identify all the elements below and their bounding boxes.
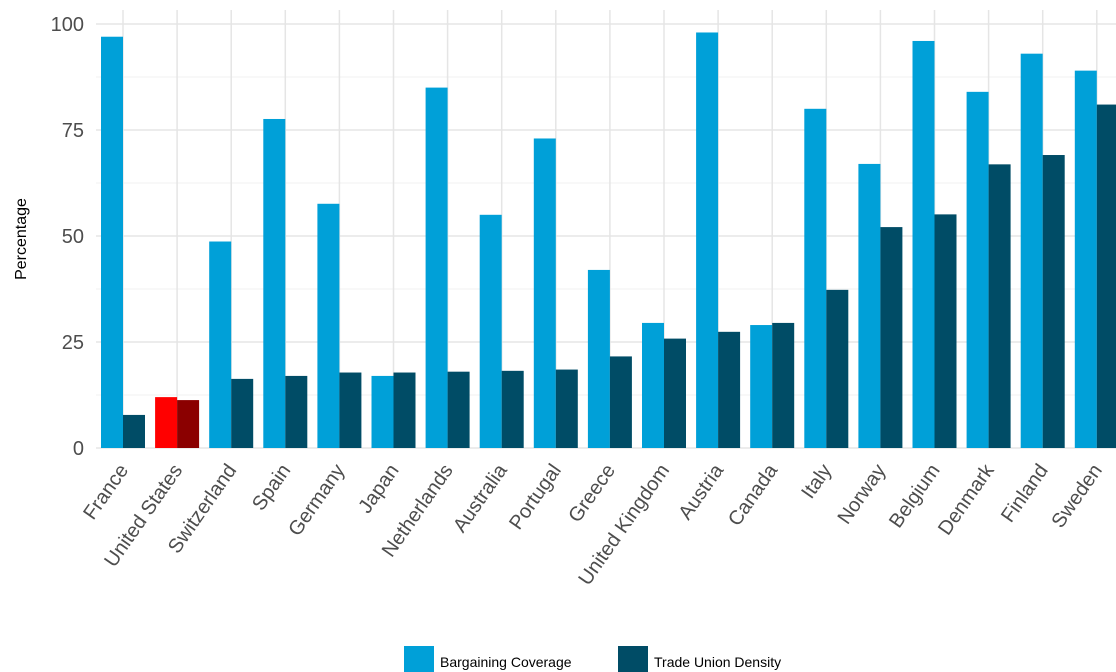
x-tick-label-canada: Canada xyxy=(724,460,783,531)
bar-bargaining-coverage-italy xyxy=(804,108,827,449)
bar-trade-union-density-germany xyxy=(339,372,362,448)
bar-bargaining-coverage-norway xyxy=(858,163,881,449)
bar-bargaining-coverage-australia xyxy=(479,214,502,448)
x-tick-label-australia: Australia xyxy=(449,460,512,537)
bar-trade-union-density-greece xyxy=(609,356,632,448)
bar-bargaining-coverage-united-kingdom xyxy=(642,322,664,448)
bar-trade-union-density-australia xyxy=(501,370,524,448)
x-tick-label-greece: Greece xyxy=(564,460,620,526)
bar-trade-union-density-spain xyxy=(285,375,308,448)
bar-trade-union-density-denmark xyxy=(988,164,1011,448)
bar-trade-union-density-united-states xyxy=(177,400,200,448)
bar-trade-union-density-belgium xyxy=(934,214,957,448)
bar-trade-union-density-portugal xyxy=(555,369,578,448)
x-tick-label-finland: Finland xyxy=(997,460,1053,526)
x-tick-label-norway: Norway xyxy=(834,460,891,528)
bar-trade-union-density-finland xyxy=(1042,155,1065,449)
bar-trade-union-density-switzerland xyxy=(231,378,254,448)
x-tick-label-italy: Italy xyxy=(797,460,836,503)
bar-trade-union-density-canada xyxy=(772,322,795,448)
bar-bargaining-coverage-finland xyxy=(1020,53,1043,449)
legend-label-bargaining-coverage: Bargaining Coverage xyxy=(440,654,572,670)
bar-bargaining-coverage-switzerland xyxy=(209,241,232,448)
bar-bargaining-coverage-japan xyxy=(371,375,394,448)
bar-trade-union-density-united-kingdom xyxy=(664,338,686,448)
bar-trade-union-density-sweden xyxy=(1096,104,1116,448)
legend-label-trade-union-density: Trade Union Density xyxy=(654,654,781,670)
bar-bargaining-coverage-sweden xyxy=(1074,70,1097,448)
y-tick-label: 0 xyxy=(73,438,84,460)
bar-bargaining-coverage-united-states xyxy=(155,397,178,448)
bar-bargaining-coverage-greece xyxy=(587,269,610,448)
y-tick-label: 50 xyxy=(62,226,84,248)
bar-trade-union-density-italy xyxy=(826,289,849,448)
bar-trade-union-density-france xyxy=(123,414,145,448)
bar-trade-union-density-norway xyxy=(880,227,903,448)
bar-bargaining-coverage-belgium xyxy=(912,40,935,449)
y-tick-label: 100 xyxy=(51,14,84,36)
x-tick-label-sweden: Sweden xyxy=(1047,460,1106,532)
y-axis-title: Percentage xyxy=(13,198,30,280)
legend: Bargaining Coverage Trade Union Density xyxy=(404,646,781,672)
x-tick-label-belgium: Belgium xyxy=(885,460,944,532)
y-tick-labels: 0 25 50 75 100 xyxy=(51,14,84,460)
x-tick-label-spain: Spain xyxy=(248,460,295,515)
x-tick-label-austria: Austria xyxy=(674,460,728,524)
x-tick-label-denmark: Denmark xyxy=(934,459,999,539)
bar-bargaining-coverage-france xyxy=(101,36,123,448)
x-tick-label-portugal: Portugal xyxy=(505,460,566,534)
y-tick-label: 75 xyxy=(62,120,84,142)
bar-bargaining-coverage-spain xyxy=(263,118,286,448)
bar-trade-union-density-austria xyxy=(718,331,741,448)
y-tick-label: 25 xyxy=(62,332,84,354)
bar-trade-union-density-netherlands xyxy=(447,371,470,448)
bar-bargaining-coverage-germany xyxy=(317,203,340,448)
legend-swatch-bargaining-coverage xyxy=(404,646,434,672)
legend-swatch-trade-union-density xyxy=(618,646,648,672)
bar-bargaining-coverage-portugal xyxy=(533,138,556,449)
bar-bargaining-coverage-denmark xyxy=(966,91,989,448)
x-tick-label-france: France xyxy=(79,460,133,524)
x-tick-label-japan: Japan xyxy=(354,460,403,517)
bar-trade-union-density-japan xyxy=(393,372,416,448)
bars xyxy=(101,32,1116,449)
bar-bargaining-coverage-austria xyxy=(696,32,719,448)
bar-bargaining-coverage-netherlands xyxy=(425,87,448,448)
bar-bargaining-coverage-canada xyxy=(750,325,773,448)
